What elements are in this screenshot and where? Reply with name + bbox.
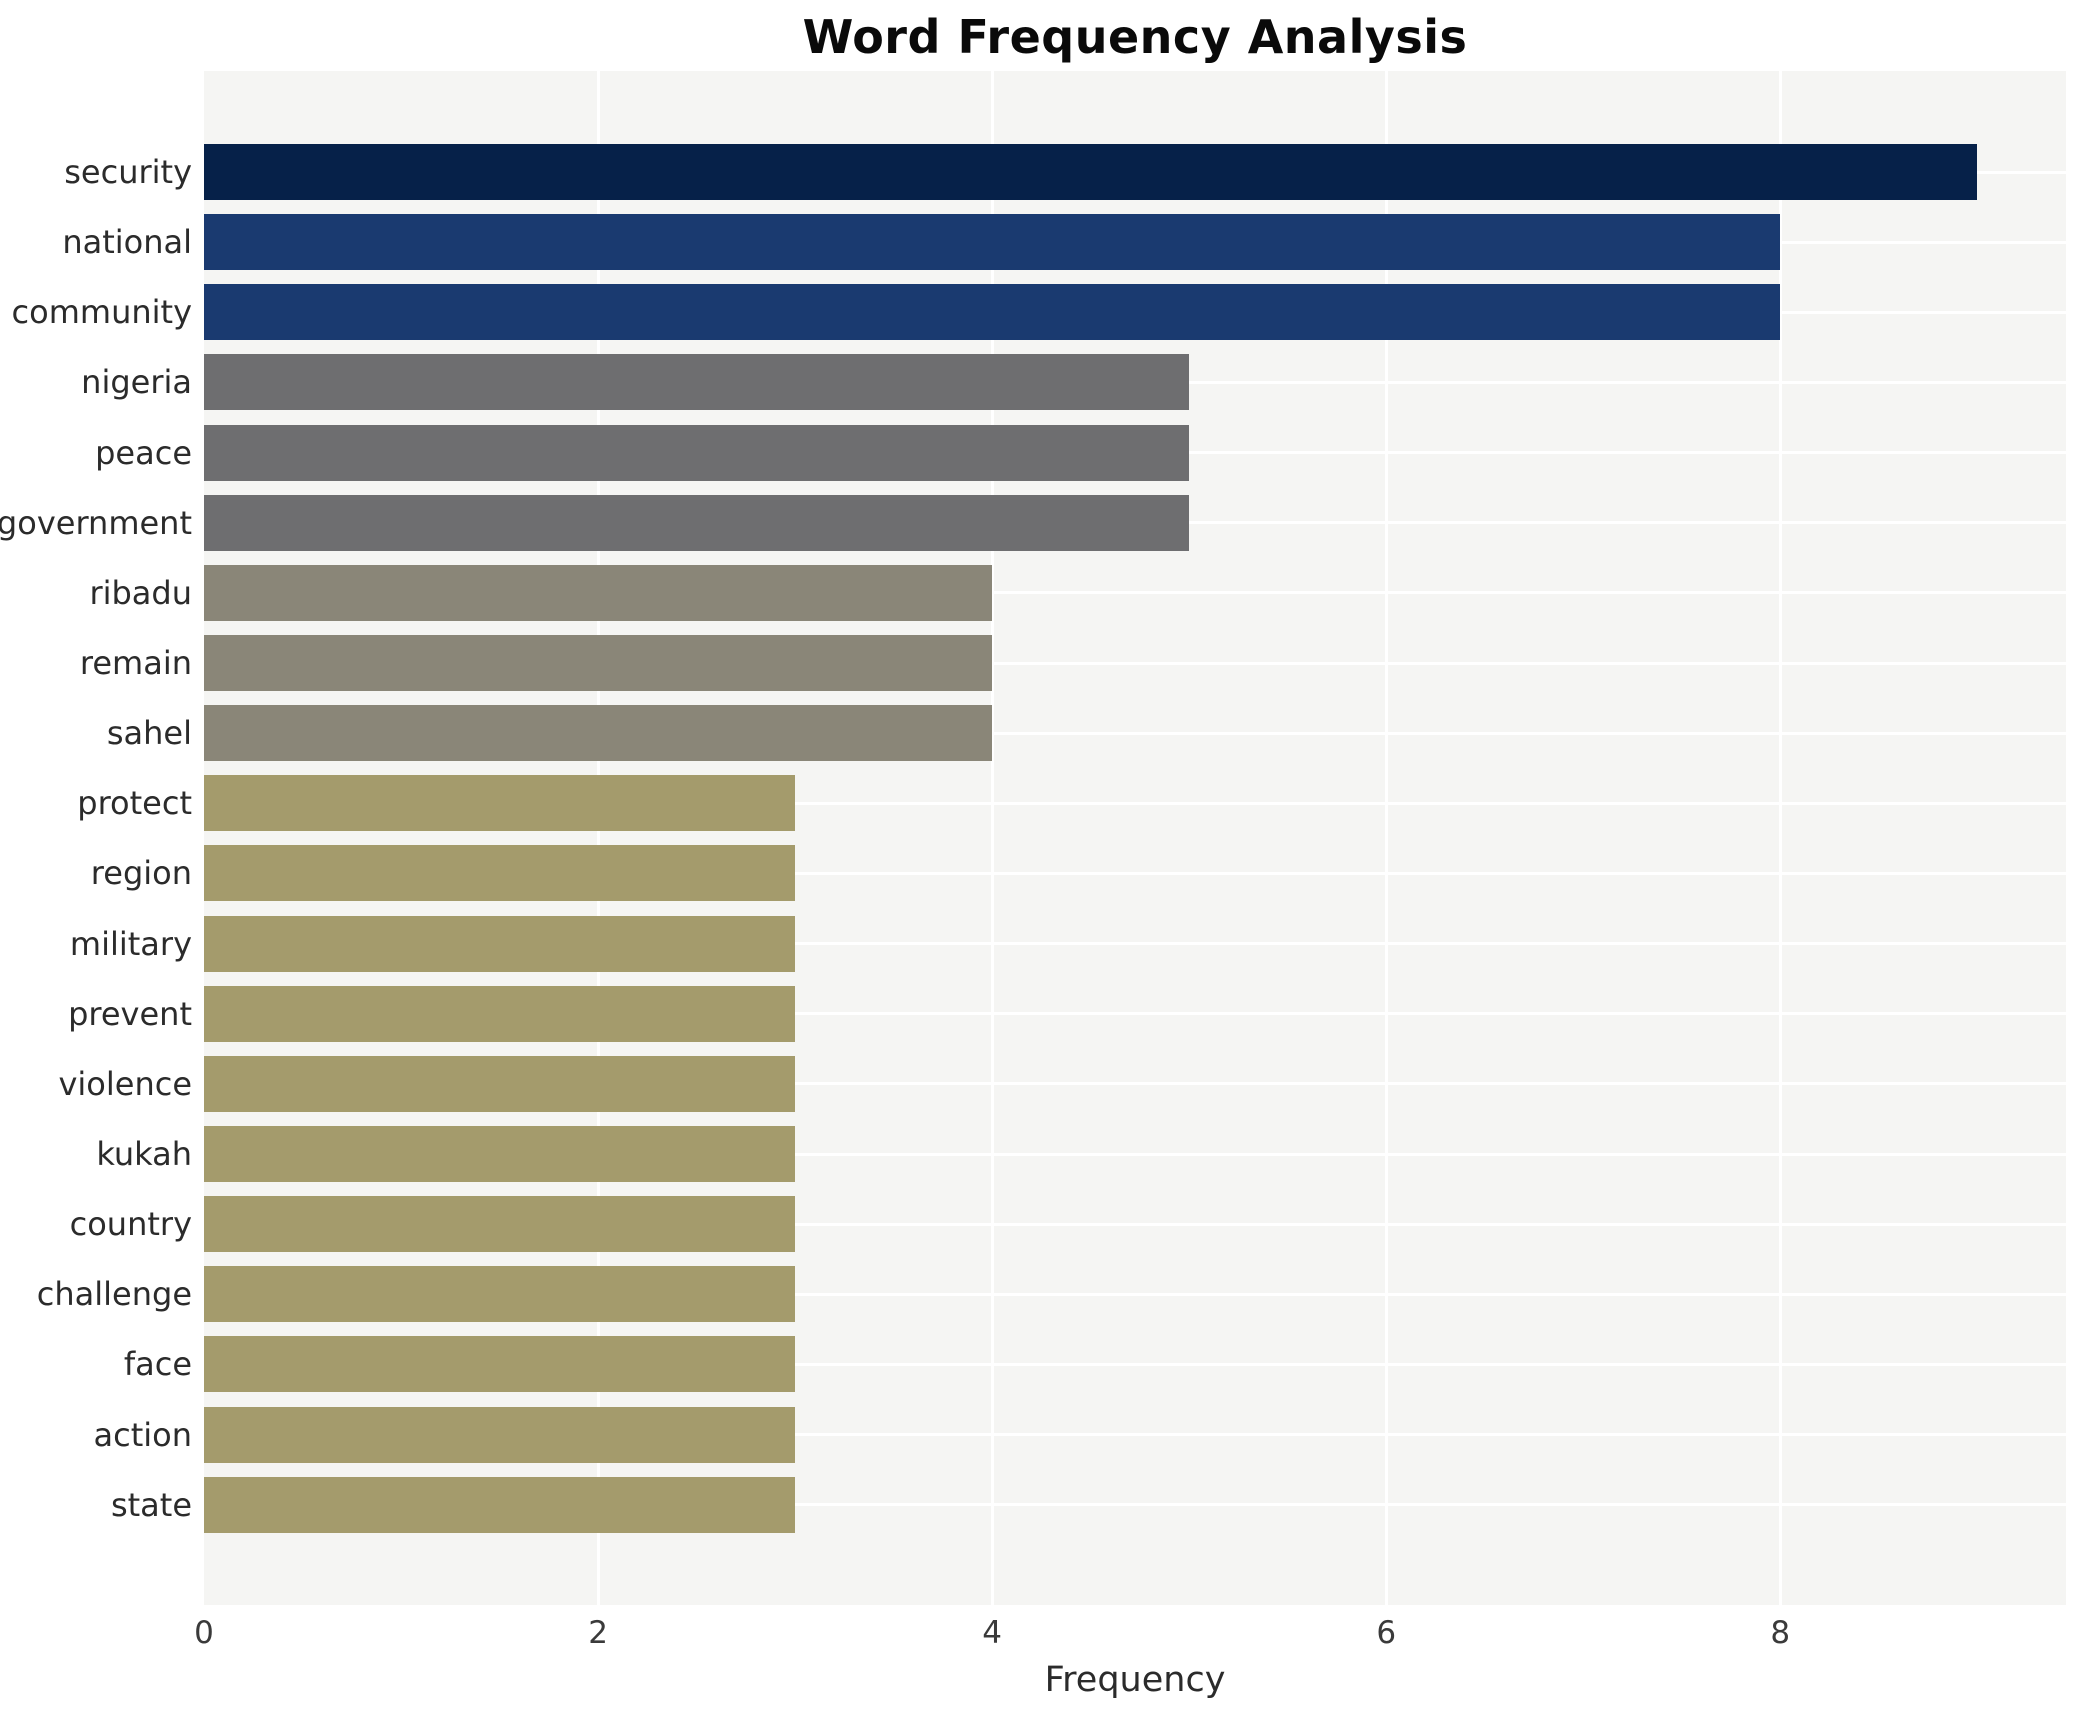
gridline-y-face [204, 1362, 2066, 1366]
bar-sahel [204, 705, 993, 762]
gridline-y-region [204, 871, 2066, 875]
bar-row-protect [204, 768, 2066, 838]
gridline-x-8 [1778, 71, 1782, 1605]
gridline-y-challenge [204, 1292, 2066, 1296]
gridline-y-country [204, 1222, 2066, 1226]
y-label-remain: remain [79, 644, 192, 683]
gridline-y-action [204, 1433, 2066, 1437]
y-label-violence: violence [58, 1064, 192, 1103]
y-label-challenge: challenge [36, 1275, 192, 1314]
y-label-security: security [64, 153, 192, 192]
y-label-sahel: sahel [106, 714, 192, 753]
bar-nigeria [204, 354, 1190, 411]
bar-violence [204, 1055, 796, 1112]
x-axis-ticks: 0 2 4 6 8 [194, 1615, 2066, 1659]
bar-row-violence [204, 1049, 2066, 1119]
gridline-x-6 [1384, 71, 1388, 1605]
x-tick-8: 8 [1770, 1615, 1791, 1651]
bar-row-security [204, 137, 2066, 207]
bar-security [204, 144, 1978, 201]
bar-row-country [204, 1189, 2066, 1259]
y-label-action: action [93, 1415, 193, 1454]
bar-row-challenge [204, 1259, 2066, 1329]
y-label-ribadu: ribadu [89, 573, 192, 612]
bar-row-peace [204, 418, 2066, 488]
bar-community [204, 284, 1781, 341]
y-label-region: region [90, 854, 192, 893]
bar-government [204, 494, 1190, 551]
bar-action [204, 1406, 796, 1463]
bar-row-sahel [204, 698, 2066, 768]
bar-face [204, 1336, 796, 1393]
bar-region [204, 845, 796, 902]
bar-row-government [204, 488, 2066, 558]
gridline-y-violence [204, 1082, 2066, 1086]
gridline-y-protect [204, 801, 2066, 805]
gridline-y-state [204, 1503, 2066, 1507]
bar-ribadu [204, 564, 993, 621]
bar-row-community [204, 277, 2066, 347]
bar-military [204, 915, 796, 972]
bar-state [204, 1476, 796, 1533]
gridline-x-4 [990, 71, 994, 1605]
bar-remain [204, 635, 993, 692]
y-label-protect: protect [77, 784, 192, 823]
bar-row-action [204, 1400, 2066, 1470]
gridline-y-ribadu [204, 591, 2066, 595]
y-label-face: face [123, 1345, 192, 1384]
bar-row-nigeria [204, 347, 2066, 417]
bar-row-kukah [204, 1119, 2066, 1189]
bar-national [204, 214, 1781, 271]
x-tick-6: 6 [1376, 1615, 1397, 1651]
bar-peace [204, 424, 1190, 481]
gridline-y-prevent [204, 1012, 2066, 1016]
bar-row-ribadu [204, 558, 2066, 628]
y-label-prevent: prevent [68, 994, 192, 1033]
bar-kukah [204, 1126, 796, 1183]
bar-row-region [204, 838, 2066, 908]
x-tick-0: 0 [194, 1615, 214, 1651]
bar-row-remain [204, 628, 2066, 698]
gridline-y-remain [204, 661, 2066, 665]
y-label-national: national [62, 223, 192, 262]
y-label-government: government [0, 503, 192, 542]
bar-row-state [204, 1470, 2066, 1540]
bar-row-prevent [204, 979, 2066, 1049]
gridline-y-kukah [204, 1152, 2066, 1156]
chart-title: Word Frequency Analysis [802, 10, 1468, 64]
bar-country [204, 1196, 796, 1253]
plot-area [204, 71, 2066, 1605]
bar-rows [204, 137, 2066, 1540]
y-label-nigeria: nigeria [81, 363, 192, 402]
y-label-peace: peace [95, 433, 192, 472]
y-label-state: state [110, 1485, 192, 1524]
bar-challenge [204, 1266, 796, 1323]
x-tick-4: 4 [982, 1615, 1003, 1651]
y-axis-labels: security national community nigeria peace gov… [0, 137, 192, 1540]
y-label-country: country [69, 1205, 192, 1244]
y-label-community: community [11, 293, 192, 332]
x-axis-title: Frequency [1044, 1660, 1226, 1700]
y-label-military: military [69, 924, 192, 963]
bar-row-national [204, 207, 2066, 277]
gridline-y-sahel [204, 731, 2066, 735]
bar-protect [204, 775, 796, 832]
bar-row-military [204, 909, 2066, 979]
bar-row-face [204, 1329, 2066, 1399]
gridline-y-military [204, 942, 2066, 946]
bar-prevent [204, 985, 796, 1042]
gridline-x-2 [596, 71, 600, 1605]
y-label-kukah: kukah [96, 1135, 192, 1174]
x-tick-2: 2 [588, 1615, 608, 1651]
